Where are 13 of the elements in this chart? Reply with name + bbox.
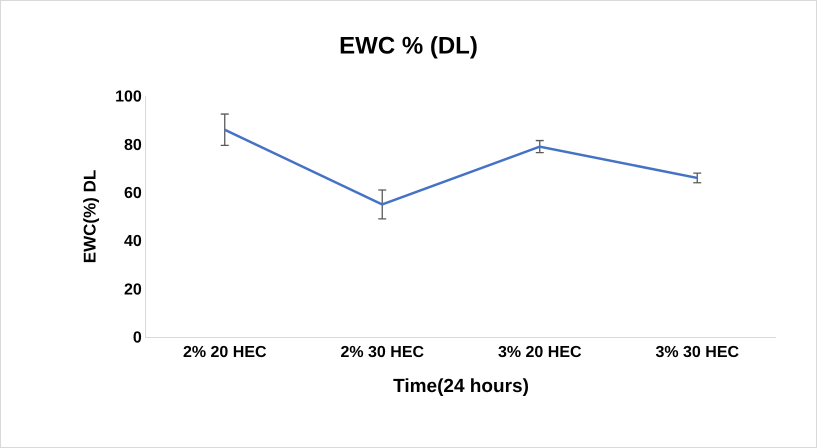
x-tick-label: 3% 30 HEC	[655, 344, 740, 362]
x-tick-label: 2% 20 HEC	[182, 344, 267, 362]
y-tick-label: 80	[124, 136, 142, 154]
x-tick-label: 3% 20 HEC	[498, 344, 582, 362]
y-tick-label: 20	[124, 281, 142, 298]
y-tick-label: 100	[115, 88, 142, 106]
y-tick-label: 0	[132, 330, 142, 347]
chart-title: EWC % (DL)	[339, 32, 478, 60]
y-tick-label: 40	[124, 233, 142, 250]
x-axis-title: Time(24 hours)	[393, 376, 529, 397]
y-tick-label: 60	[124, 185, 142, 202]
x-tick-label: 2% 30 HEC	[340, 344, 424, 362]
y-axis-title: EWC(%) DL	[80, 170, 100, 264]
